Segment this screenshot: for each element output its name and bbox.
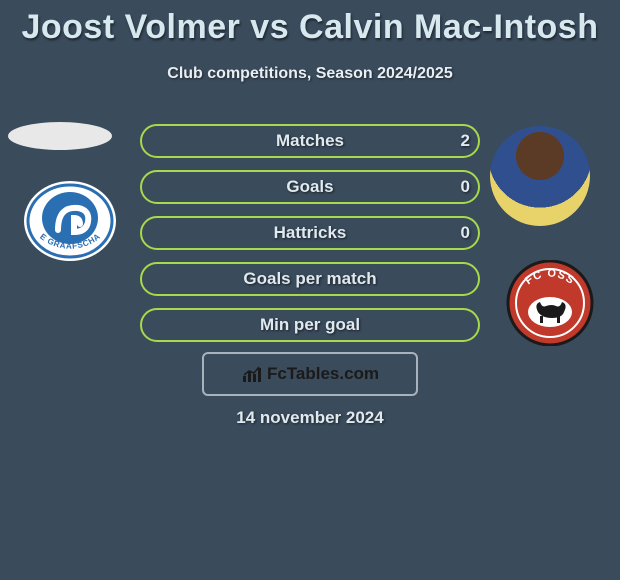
stat-label: Min per goal (140, 308, 480, 342)
page-title: Joost Volmer vs Calvin Mac-Intosh (0, 0, 620, 47)
date-text: 14 november 2024 (0, 408, 620, 428)
stat-row-matches: Matches 2 (0, 118, 620, 164)
brand-box: FcTables.com (202, 352, 418, 396)
brand-chart-icon (241, 364, 263, 384)
stat-row-hattricks: Hattricks 0 (0, 210, 620, 256)
brand-text: FcTables.com (267, 364, 379, 384)
page-subtitle: Club competitions, Season 2024/2025 (0, 65, 620, 83)
stat-label: Hattricks (140, 216, 480, 250)
stat-row-goals-per-match: Goals per match (0, 256, 620, 302)
stat-right-value: 0 (461, 170, 470, 204)
stat-right-value: 0 (461, 216, 470, 250)
stat-label: Matches (140, 124, 480, 158)
stat-label: Goals (140, 170, 480, 204)
stats-area: Matches 2 Goals 0 Hattricks 0 Goals per … (0, 118, 620, 348)
stat-row-goals: Goals 0 (0, 164, 620, 210)
stat-label: Goals per match (140, 262, 480, 296)
stat-row-min-per-goal: Min per goal (0, 302, 620, 348)
stat-right-value: 2 (461, 124, 470, 158)
